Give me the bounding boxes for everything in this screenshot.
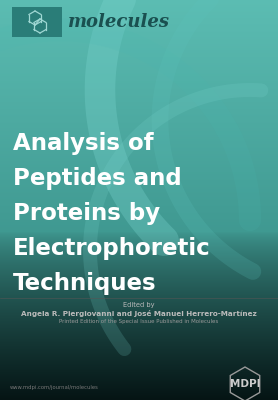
Text: molecules: molecules	[68, 13, 170, 31]
Text: Angela R. Piergiovanni and José Manuel Herrero-Martínez: Angela R. Piergiovanni and José Manuel H…	[21, 310, 257, 317]
Text: Peptides and: Peptides and	[13, 167, 182, 190]
Text: www.mdpi.com/journal/molecules: www.mdpi.com/journal/molecules	[10, 385, 99, 390]
Text: Edited by: Edited by	[123, 302, 155, 308]
Text: MDPI: MDPI	[230, 379, 260, 389]
Text: Techniques: Techniques	[13, 272, 157, 295]
Text: Printed Edition of the Special Issue Published in Molecules: Printed Edition of the Special Issue Pub…	[59, 319, 219, 324]
Text: Proteins by: Proteins by	[13, 202, 160, 225]
Text: Electrophoretic: Electrophoretic	[13, 237, 211, 260]
Text: Analysis of: Analysis of	[13, 132, 154, 155]
Bar	[12, 7, 62, 37]
